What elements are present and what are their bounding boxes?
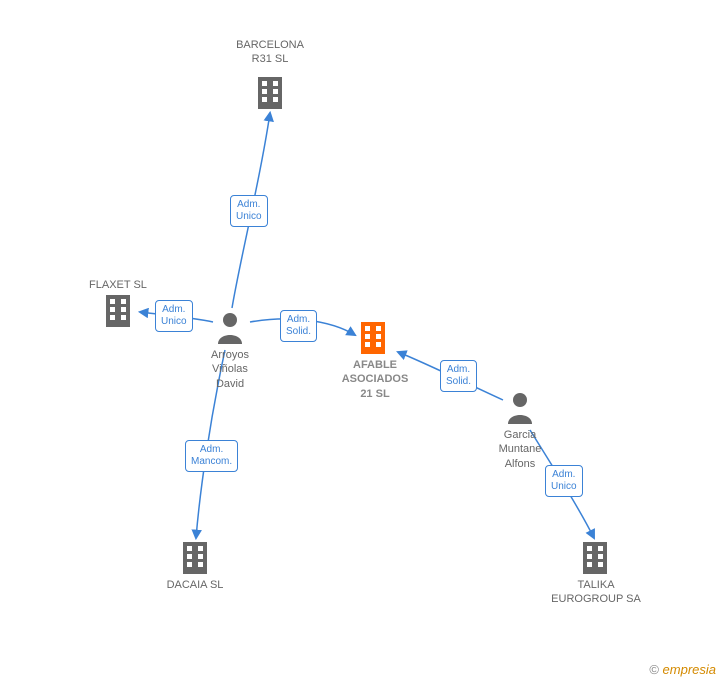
node-label-arroyos: Arroyos Viñolas David [195, 348, 265, 391]
copyright-symbol: © [649, 662, 659, 677]
building-icon [255, 75, 285, 114]
person-icon [215, 310, 245, 349]
building-icon [580, 540, 610, 579]
attribution: © empresia [649, 662, 716, 677]
node-label-barcelona: BARCELONA R31 SL [225, 38, 315, 67]
edge-label: Adm. Solid. [440, 360, 477, 392]
node-label-afable: AFABLE ASOCIADOS 21 SL [330, 358, 420, 401]
building-icon [180, 540, 210, 579]
node-label-garcia: Garcia Muntane Alfons [485, 428, 555, 471]
edge-label: Adm. Unico [155, 300, 193, 332]
building-icon [358, 320, 388, 359]
building-icon [103, 293, 133, 332]
edge-label: Adm. Unico [545, 465, 583, 497]
edge-label: Adm. Mancom. [185, 440, 238, 472]
node-label-dacaia: DACAIA SL [155, 578, 235, 592]
edge-label: Adm. Solid. [280, 310, 317, 342]
node-label-talika: TALIKA EUROGROUP SA [541, 578, 651, 607]
node-label-flaxet: FLAXET SL [78, 278, 158, 292]
attribution-brand: empresia [663, 662, 716, 677]
edge-label: Adm. Unico [230, 195, 268, 227]
person-icon [505, 390, 535, 429]
